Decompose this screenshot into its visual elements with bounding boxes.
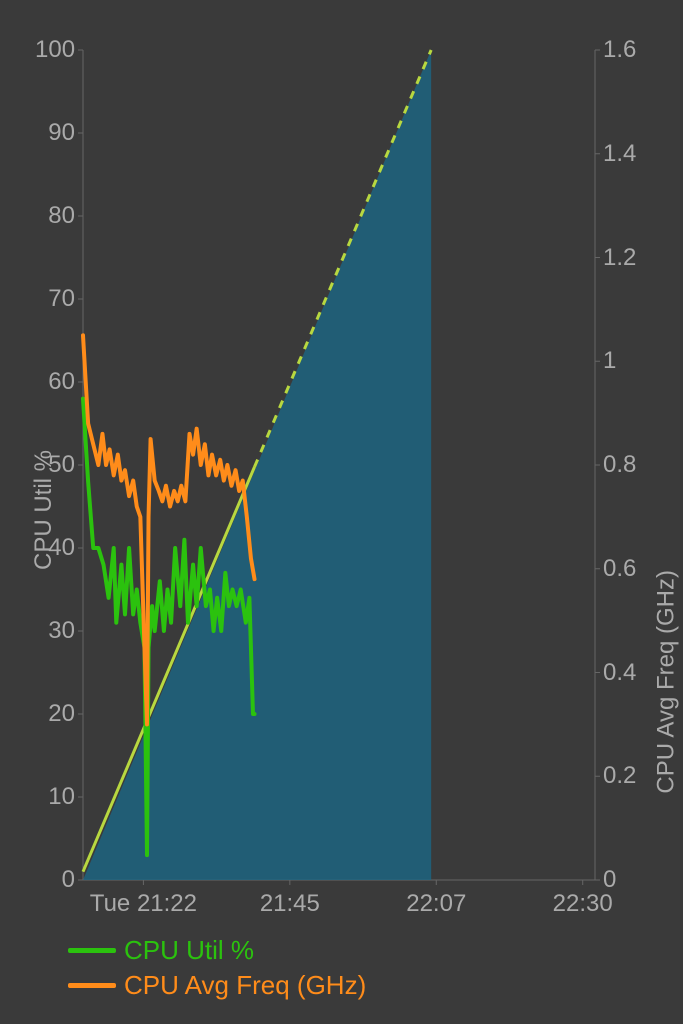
y-left-tick: 60 xyxy=(35,368,75,396)
y-right-tick: 1.4 xyxy=(603,140,653,168)
y-left-tick: 50 xyxy=(35,451,75,479)
y-right-tick: 0.4 xyxy=(603,659,653,687)
x-tick: 22:30 xyxy=(553,890,613,918)
y-left-tick: 80 xyxy=(35,202,75,230)
cpu-chart: CPU Util % CPU Avg Freq (GHz) 0 10 20 30 40 5… xyxy=(0,0,683,1024)
legend-item-freq: CPU Avg Freq (GHz) xyxy=(68,970,366,1001)
x-tick: 22:07 xyxy=(406,890,466,918)
y-left-tick: 0 xyxy=(35,866,75,894)
y-left-tick: 90 xyxy=(35,119,75,147)
y-right-tick: 1.6 xyxy=(603,36,653,64)
legend-swatch-freq xyxy=(68,983,116,988)
y-right-tick: 0.8 xyxy=(603,451,653,479)
x-tick: 21:45 xyxy=(260,890,320,918)
y-left-tick: 20 xyxy=(35,700,75,728)
y-right-tick: 1.2 xyxy=(603,244,653,272)
y-axis-right-label: CPU Avg Freq (GHz) xyxy=(653,570,681,794)
x-tick: Tue 21:22 xyxy=(90,890,197,918)
y-right-tick: 1 xyxy=(603,347,653,375)
y-right-tick: 0.2 xyxy=(603,762,653,790)
legend-item-util: CPU Util % xyxy=(68,935,254,966)
y-left-tick: 40 xyxy=(35,534,75,562)
plot-svg xyxy=(0,0,683,1024)
y-left-tick: 30 xyxy=(35,617,75,645)
y-left-tick: 100 xyxy=(35,36,75,64)
y-left-tick: 10 xyxy=(35,783,75,811)
legend-label-freq: CPU Avg Freq (GHz) xyxy=(124,970,366,1001)
legend-swatch-util xyxy=(68,948,116,953)
legend-label-util: CPU Util % xyxy=(124,935,254,966)
y-left-tick: 70 xyxy=(35,285,75,313)
y-right-tick: 0.6 xyxy=(603,555,653,583)
